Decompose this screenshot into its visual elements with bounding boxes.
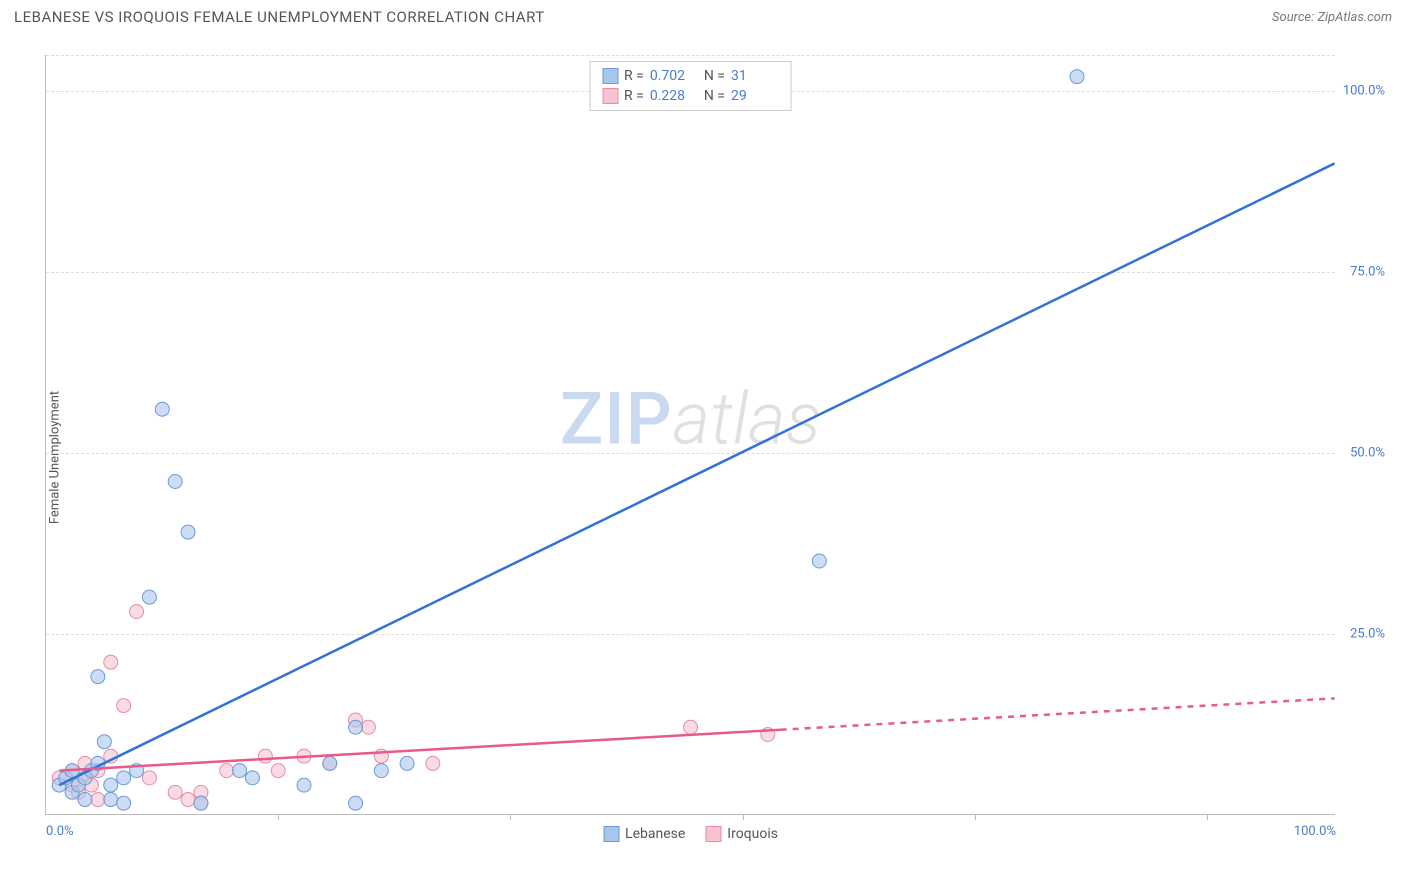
data-point — [258, 749, 272, 763]
x-tick-mark — [975, 814, 976, 820]
stats-row-1: R = 0.702 N = 31 — [602, 66, 779, 86]
data-point — [130, 605, 144, 619]
swatch-lebanese-icon — [602, 68, 618, 84]
data-point — [323, 756, 337, 770]
data-point — [155, 402, 169, 416]
data-point — [104, 778, 118, 792]
data-point — [117, 796, 131, 810]
chart-title: LEBANESE VS IROQUOIS FEMALE UNEMPLOYMENT… — [14, 8, 545, 26]
chart-container: Female Unemployment R = 0.702 N = 31 R =… — [45, 55, 1385, 845]
stats-legend: R = 0.702 N = 31 R = 0.228 N = 29 — [589, 61, 792, 111]
data-point — [271, 764, 285, 778]
data-point — [142, 590, 156, 604]
data-point — [97, 735, 111, 749]
data-point — [104, 655, 118, 669]
data-point — [812, 554, 826, 568]
chart-source: Source: ZipAtlas.com — [1272, 10, 1392, 25]
data-point — [104, 793, 118, 807]
data-point — [374, 764, 388, 778]
data-point — [349, 796, 363, 810]
x-tick-mark — [1207, 814, 1208, 820]
stats-row-2: R = 0.228 N = 29 — [602, 86, 779, 106]
x-tick-mark — [743, 814, 744, 820]
y-tick-label: 100.0% — [1343, 84, 1385, 99]
data-point — [233, 764, 247, 778]
data-point — [684, 720, 698, 734]
legend-item-iroquois: Iroquois — [705, 826, 778, 842]
data-point — [400, 756, 414, 770]
y-tick-label: 25.0% — [1350, 627, 1385, 642]
data-point — [1070, 70, 1084, 84]
swatch-lebanese-icon — [603, 826, 619, 842]
data-point — [181, 793, 195, 807]
y-tick-label: 50.0% — [1350, 446, 1385, 461]
data-point — [117, 771, 131, 785]
data-point — [91, 670, 105, 684]
data-point — [220, 764, 234, 778]
series-legend: Lebanese Iroquois — [603, 826, 778, 842]
data-point — [349, 720, 363, 734]
data-point — [142, 771, 156, 785]
data-point — [168, 785, 182, 799]
regression-line — [781, 698, 1335, 729]
swatch-iroquois-icon — [705, 826, 721, 842]
chart-header: LEBANESE VS IROQUOIS FEMALE UNEMPLOYMENT… — [0, 0, 1406, 30]
x-tick-mark — [510, 814, 511, 820]
x-tick-label: 0.0% — [46, 824, 74, 839]
data-point — [194, 796, 208, 810]
data-point — [78, 793, 92, 807]
swatch-iroquois-icon — [602, 88, 618, 104]
legend-item-lebanese: Lebanese — [603, 826, 685, 842]
data-point — [181, 525, 195, 539]
plot-area: R = 0.702 N = 31 R = 0.228 N = 29 ZIPatl… — [45, 55, 1335, 815]
data-point — [245, 771, 259, 785]
data-point — [426, 756, 440, 770]
y-tick-label: 75.0% — [1350, 265, 1385, 280]
data-point — [117, 699, 131, 713]
x-tick-mark — [278, 814, 279, 820]
scatter-plot-svg — [46, 55, 1335, 814]
regression-line — [59, 730, 780, 771]
data-point — [297, 778, 311, 792]
regression-line — [59, 163, 1334, 785]
data-point — [361, 720, 375, 734]
data-point — [168, 474, 182, 488]
data-point — [91, 793, 105, 807]
x-tick-label: 100.0% — [1294, 824, 1336, 839]
